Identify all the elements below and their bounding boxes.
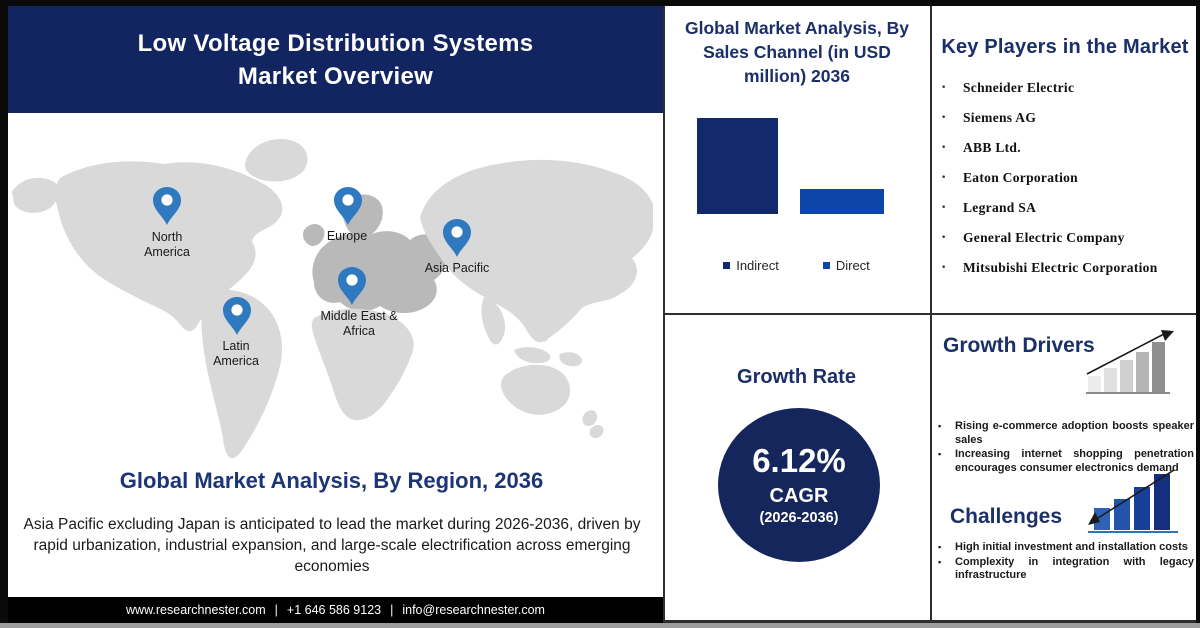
map-pin-latin-america [222,296,252,336]
growth-drivers-list: Rising e-commerce adoption boosts speake… [936,420,1194,476]
growth-drivers-heading: Growth Drivers [943,334,1095,357]
region-label-asia-pacific: Asia Pacific [424,261,490,275]
region-description: Asia Pacific excluding Japan is anticipa… [23,516,641,575]
key-players-heading: Key Players in the Market [941,36,1189,58]
map-pin-north-america [152,186,182,226]
vertical-divider [930,0,932,623]
challenges-heading: Challenges [950,505,1063,528]
region-label-europe: Europe [326,229,368,243]
key-player-item: Schneider Electric [941,79,1191,97]
legend-item-indirect: Indirect [723,258,779,273]
legend-marker-indirect [723,262,731,269]
chart-legend: Indirect Direct [663,258,930,273]
key-player-item: General Electric Company [941,229,1191,247]
region-label-north-america: North America [144,230,190,259]
page-title-line1: Low Voltage Distribution Systems [137,29,534,57]
location-pin-icon [153,187,181,225]
growth-driver-item: Increasing internet shopping penetration… [936,448,1194,475]
key-player-item: Mitsubishi Electric Corporation [941,259,1191,277]
left-border [0,0,8,628]
declining-arrow-bar-chart-icon [1086,468,1180,536]
key-players-list: Schneider Electric Siemens AG ABB Ltd. E… [941,79,1191,290]
location-pin-icon [443,219,471,257]
region-chart-heading: Global Market Analysis, By Region, 2036 [119,468,544,493]
legend-item-direct: Direct [822,258,870,273]
location-pin-icon [334,187,362,225]
legend-label-direct: Direct [835,258,870,273]
top-border [0,0,1200,6]
sales-channel-chart-title: Global Market Analysis, By Sales Channel… [684,18,909,86]
legend-marker-direct [822,262,830,269]
bar-direct [800,189,884,214]
key-player-item: Siemens AG [941,109,1191,127]
location-pin-icon [223,297,251,335]
sales-channel-bar-chart [697,118,884,214]
cagr-period: (2026-2036) [759,510,839,526]
map-pin-asia-pacific [442,218,472,258]
map-pin-middle-east-africa [337,266,367,306]
key-player-item: Eaton Corporation [941,169,1191,187]
challenge-item: Complexity in integration with legacy in… [936,556,1194,583]
growth-rate-heading: Growth Rate [737,366,856,388]
cagr-value: 6.12% [752,442,846,479]
location-pin-icon [338,267,366,305]
footer-contact-bar: www.researchnester.com | +1 646 586 9123… [8,597,663,623]
growth-driver-item: Rising e-commerce adoption boosts speake… [936,420,1194,447]
rising-bar-chart-icon [1086,330,1180,398]
key-player-item: Legrand SA [941,199,1191,217]
legend-label-indirect: Indirect [736,258,779,273]
right-border [1196,0,1200,628]
horizontal-divider [663,313,1200,315]
challenges-list: High initial investment and installation… [936,541,1194,584]
bar-indirect [697,118,778,214]
footer-separator: | [274,603,278,617]
bottom-strip [0,623,1200,628]
title-banner: Low Voltage Distribution Systems Market … [8,6,663,113]
challenge-item: High initial investment and installation… [936,541,1194,555]
footer-phone: +1 646 586 9123 [286,603,382,617]
region-label-middle-east-africa: Middle East & Africa [320,309,398,338]
bottom-border [663,620,1200,623]
key-player-item: ABB Ltd. [941,139,1191,157]
footer-separator: | [390,603,394,617]
map-pin-europe [333,186,363,226]
footer-website: www.researchnester.com [126,603,266,617]
cagr-circle: 6.12% CAGR (2026-2036) [718,408,880,562]
region-label-latin-america: Latin America [213,339,259,368]
world-map [12,138,653,459]
cagr-label: CAGR [769,485,829,507]
page-title-line2: Market Overview [237,62,434,90]
footer-email: info@researchnester.com [402,603,545,617]
vertical-divider [663,0,665,623]
